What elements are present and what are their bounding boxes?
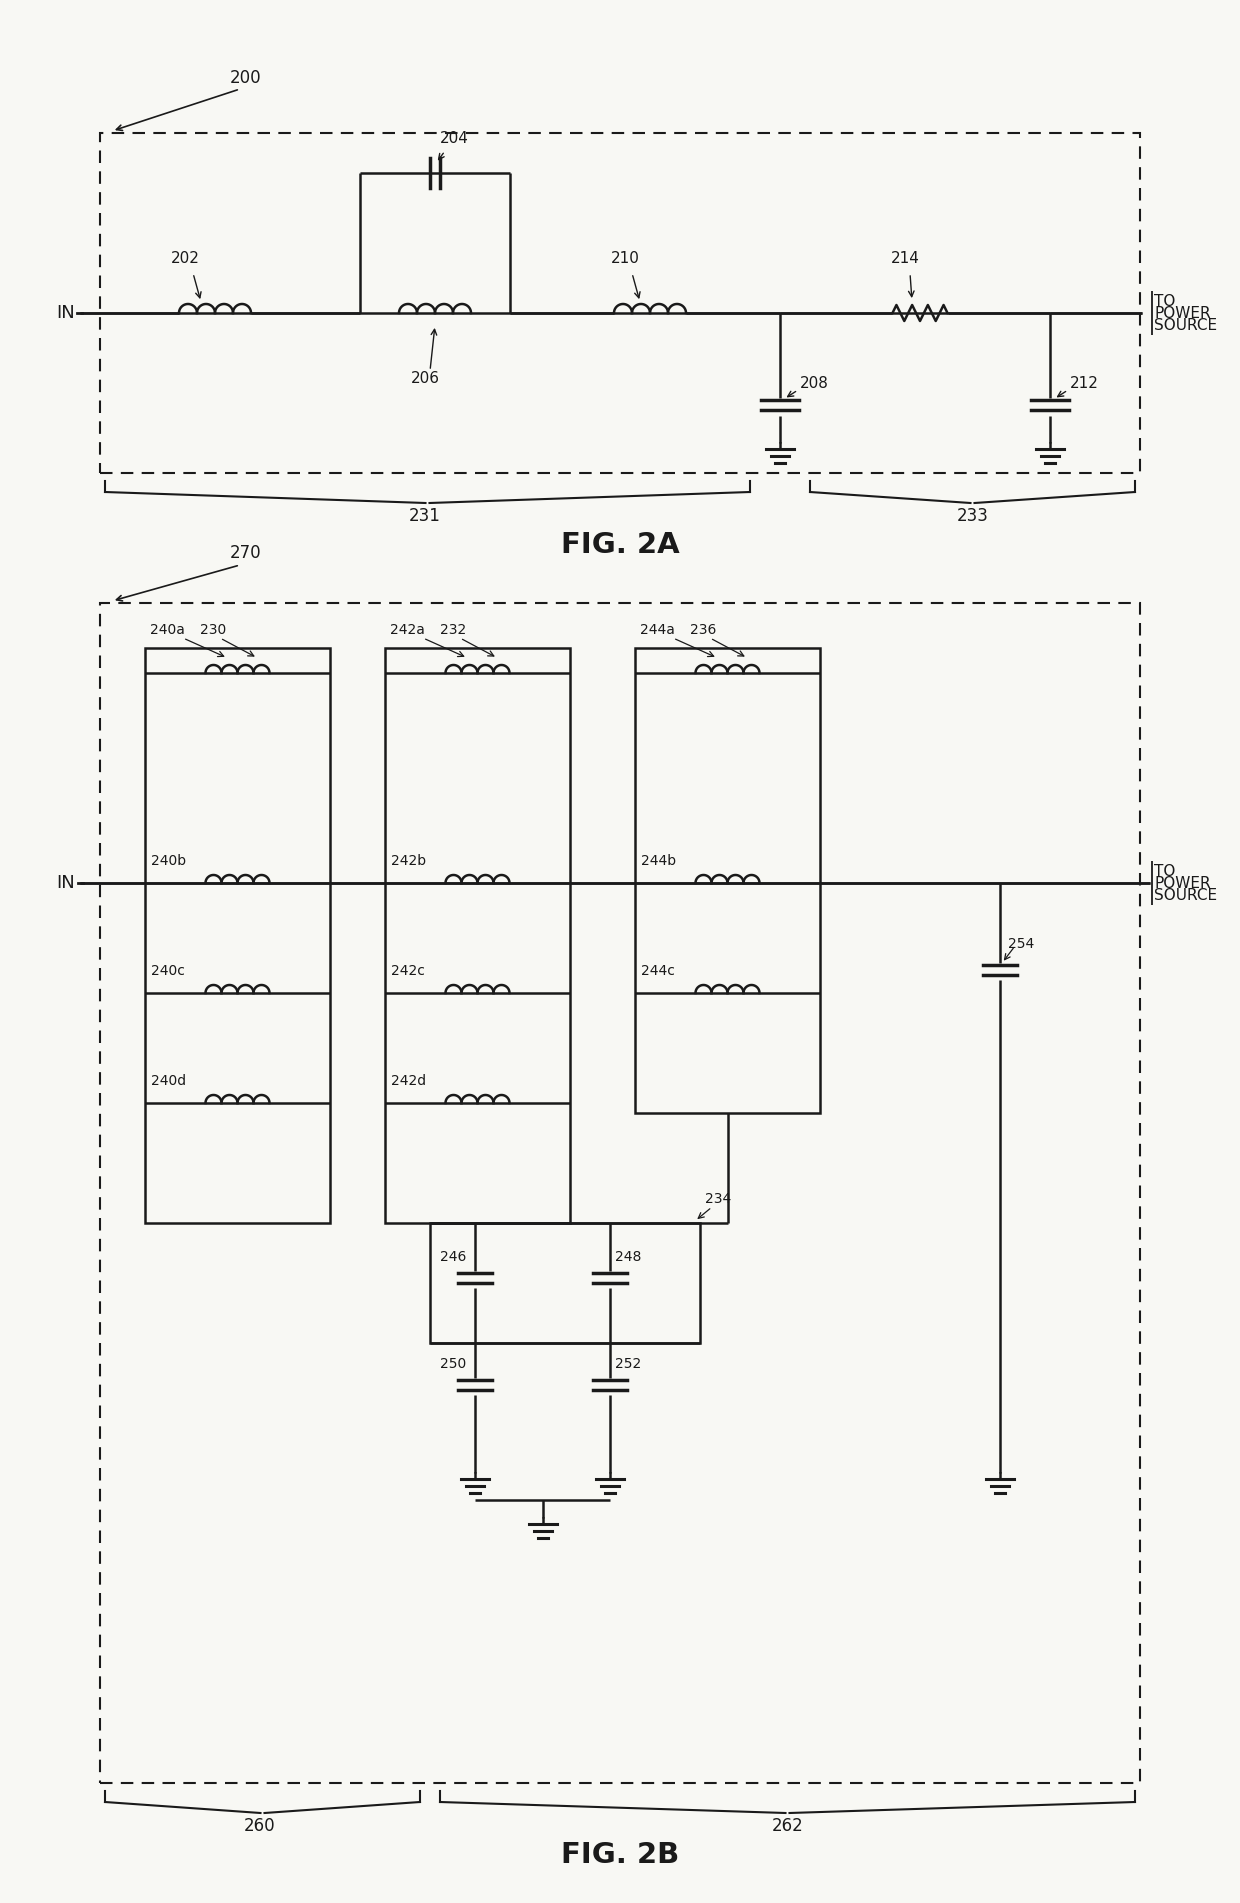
- Text: 210: 210: [610, 251, 640, 266]
- Text: SOURCE: SOURCE: [1154, 889, 1218, 904]
- Text: 242d: 242d: [391, 1073, 427, 1089]
- Text: 212: 212: [1070, 377, 1099, 390]
- Text: 242c: 242c: [391, 965, 425, 978]
- Text: TO: TO: [1154, 864, 1176, 879]
- Text: 240d: 240d: [151, 1073, 186, 1089]
- Text: 244c: 244c: [641, 965, 675, 978]
- Bar: [100, 133, 1140, 474]
- Text: 240a: 240a: [150, 622, 185, 638]
- Text: 240b: 240b: [151, 854, 186, 868]
- Text: TO: TO: [1154, 293, 1176, 308]
- Text: 234: 234: [706, 1191, 732, 1207]
- Text: SOURCE: SOURCE: [1154, 318, 1218, 333]
- Text: 204: 204: [440, 131, 469, 147]
- Text: 233: 233: [956, 506, 988, 525]
- Bar: [384, 649, 570, 1224]
- Text: 242b: 242b: [391, 854, 427, 868]
- Text: 254: 254: [1008, 936, 1034, 952]
- Text: 260: 260: [244, 1817, 275, 1834]
- Text: 248: 248: [615, 1250, 641, 1264]
- Text: IN: IN: [56, 304, 74, 322]
- Text: FIG. 2A: FIG. 2A: [560, 531, 680, 559]
- Text: POWER: POWER: [1154, 306, 1210, 320]
- Text: 214: 214: [890, 251, 919, 266]
- Bar: [100, 603, 1140, 1783]
- Text: 206: 206: [410, 371, 439, 386]
- Text: IN: IN: [56, 873, 74, 893]
- Text: 231: 231: [409, 506, 441, 525]
- Text: 262: 262: [771, 1817, 804, 1834]
- Text: 232: 232: [440, 622, 466, 638]
- Bar: [145, 649, 330, 1224]
- Text: 244b: 244b: [641, 854, 676, 868]
- Text: 236: 236: [689, 622, 717, 638]
- Text: 244a: 244a: [640, 622, 675, 638]
- Text: 250: 250: [440, 1357, 466, 1370]
- Text: 246: 246: [440, 1250, 466, 1264]
- Text: 202: 202: [171, 251, 200, 266]
- Text: 270: 270: [229, 544, 262, 561]
- Bar: [635, 649, 820, 1113]
- Text: 252: 252: [615, 1357, 641, 1370]
- Text: 240c: 240c: [151, 965, 185, 978]
- Bar: [430, 1224, 701, 1344]
- Text: POWER: POWER: [1154, 875, 1210, 891]
- Text: FIG. 2B: FIG. 2B: [560, 1840, 680, 1869]
- Text: 200: 200: [229, 69, 262, 88]
- Text: 230: 230: [200, 622, 226, 638]
- Text: 208: 208: [800, 377, 828, 390]
- Text: 242a: 242a: [391, 622, 425, 638]
